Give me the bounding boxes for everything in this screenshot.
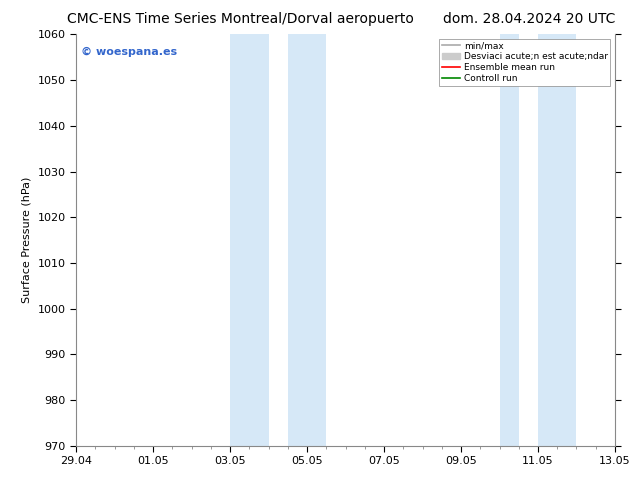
Bar xyxy=(500,34,519,446)
Y-axis label: Surface Pressure (hPa): Surface Pressure (hPa) xyxy=(22,177,32,303)
Bar xyxy=(230,34,269,446)
Bar xyxy=(288,34,327,446)
Text: CMC-ENS Time Series Montreal/Dorval aeropuerto: CMC-ENS Time Series Montreal/Dorval aero… xyxy=(67,12,415,26)
Bar xyxy=(538,34,576,446)
Legend: min/max, Desviaci acute;n est acute;ndar, Ensemble mean run, Controll run: min/max, Desviaci acute;n est acute;ndar… xyxy=(439,39,611,86)
Text: dom. 28.04.2024 20 UTC: dom. 28.04.2024 20 UTC xyxy=(443,12,615,26)
Text: © woespana.es: © woespana.es xyxy=(81,47,178,57)
